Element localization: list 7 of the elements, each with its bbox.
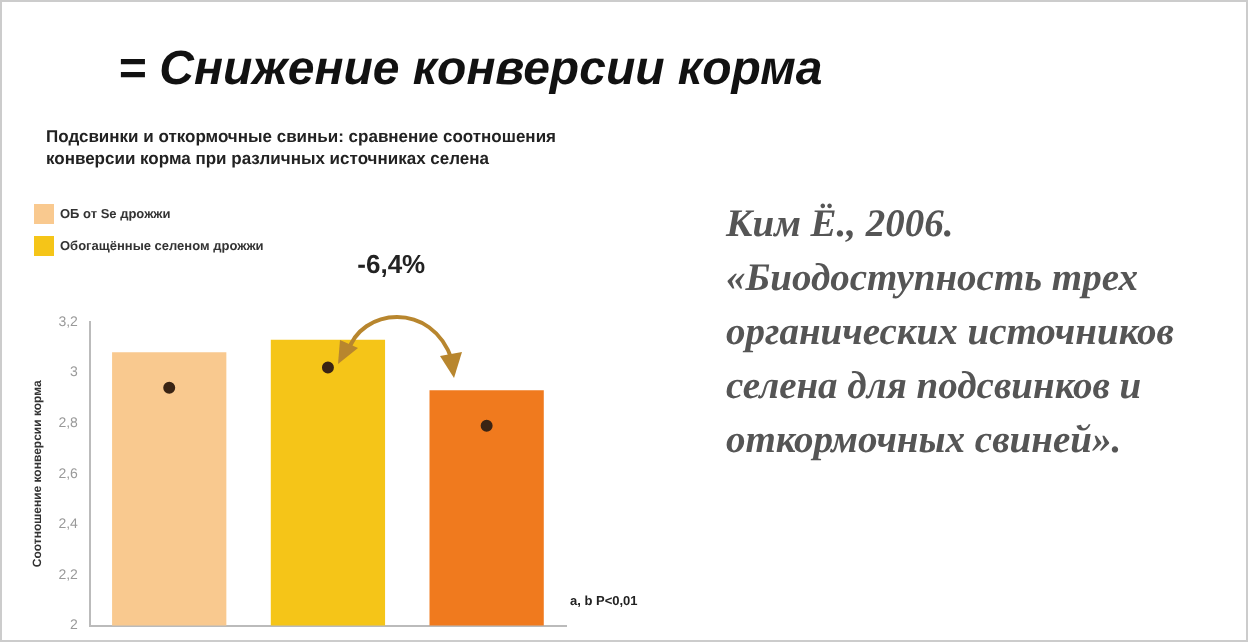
chart-subtitle: Подсвинки и откормочные свиньи: сравнение соотношения конверсии корма при различных источниках селена <box>46 126 558 170</box>
text: -6,4% <box>357 249 427 280</box>
chart-title: = Снижение конверсии корма <box>118 42 823 98</box>
point <box>163 381 176 394</box>
point <box>480 419 493 432</box>
point <box>321 361 334 374</box>
text: Ким Ё., 2006. «Биодоступность трех органических источников селена для подсвинков и откормочных свиней». <box>726 201 1176 466</box>
